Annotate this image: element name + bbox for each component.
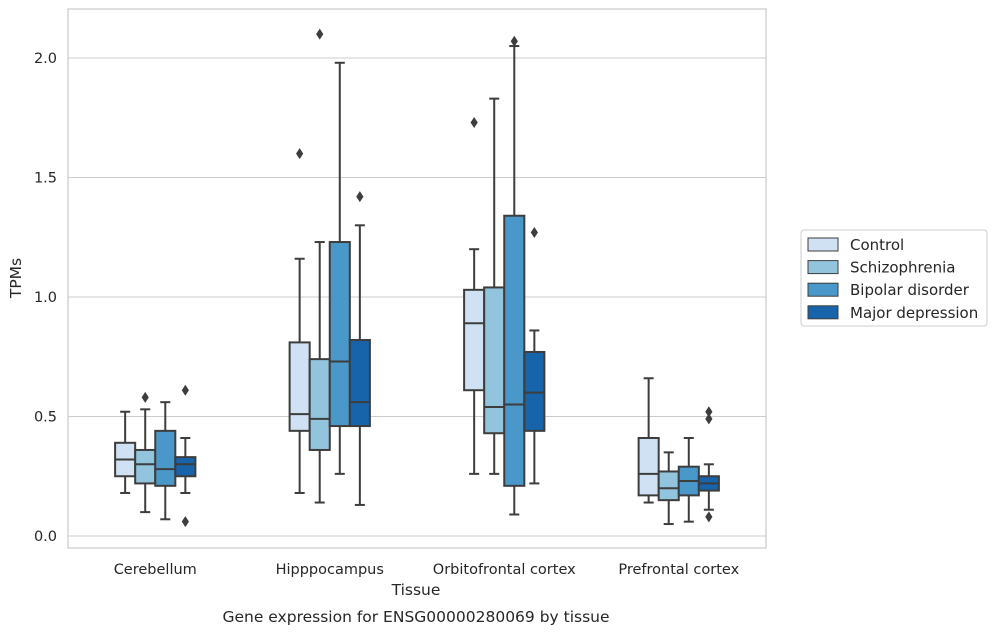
x-tick-label: Cerebellum	[114, 562, 197, 578]
outlier-point	[296, 148, 304, 160]
legend-label: Major depression	[850, 304, 978, 322]
box-major-depression	[697, 406, 720, 523]
x-axis-label: Tissue	[391, 581, 441, 599]
chart-caption: Gene expression for ENSG00000280069 by t…	[222, 608, 609, 626]
box-iqr	[348, 339, 371, 428]
box-control	[288, 148, 311, 494]
box-schizophrenia	[483, 97, 506, 475]
box-iqr	[328, 241, 351, 428]
x-tick-labels: Cerebellum Hipppocampus Orbitofrontal cort…	[114, 562, 740, 578]
legend-swatch	[807, 237, 839, 252]
box-iqr	[134, 448, 157, 485]
box-bipolar-disorder	[154, 401, 177, 521]
outlier-point	[181, 384, 189, 396]
outlier-point	[705, 511, 713, 523]
x-tick-label: Prefrontal cortex	[618, 562, 739, 578]
y-tick-label: 0.0	[34, 529, 57, 545]
box-bipolar-disorder	[677, 437, 700, 523]
outlier-point	[705, 413, 713, 425]
x-tick-label: Orbitofrontal cortex	[433, 562, 576, 578]
y-tick-label: 1.0	[34, 290, 57, 306]
box-iqr	[523, 350, 546, 432]
outlier-point	[356, 191, 364, 203]
box-iqr	[637, 437, 660, 497]
x-tick-label: Hipppocampus	[276, 562, 384, 578]
outlier-point	[141, 391, 149, 403]
box-major-depression	[523, 226, 546, 485]
outlier-point	[181, 516, 189, 528]
box-schizophrenia	[134, 391, 157, 514]
grid-layer	[68, 57, 766, 537]
box-iqr	[308, 358, 331, 451]
box-control	[637, 377, 660, 504]
outlier-point	[705, 406, 713, 418]
legend-label: Control	[850, 236, 904, 254]
legend-frame	[800, 229, 988, 327]
y-tick-labels: 0.0 0.5 1.0 1.5 2.0	[34, 51, 57, 545]
plot-frame	[67, 8, 767, 549]
box-schizophrenia	[308, 28, 331, 504]
box-bipolar-disorder	[328, 61, 351, 475]
legend-swatch	[807, 305, 839, 320]
box-control	[463, 117, 486, 475]
box-control	[114, 410, 137, 494]
outlier-point	[470, 117, 478, 129]
box-layer	[114, 28, 720, 528]
legend-swatch	[807, 282, 839, 297]
box-major-depression	[174, 384, 197, 528]
legend-swatch	[807, 260, 839, 275]
y-axis-label: TPMs	[7, 258, 25, 299]
y-tick-label: 0.5	[34, 410, 57, 426]
outlier-point	[510, 35, 518, 47]
box-iqr	[657, 470, 680, 502]
box-major-depression	[348, 191, 371, 506]
box-iqr	[503, 214, 526, 487]
box-iqr	[483, 286, 506, 435]
box-iqr	[463, 288, 486, 392]
box-bipolar-disorder	[503, 35, 526, 516]
outlier-point	[530, 226, 538, 238]
y-tick-label: 2.0	[34, 51, 57, 67]
legend-label: Bipolar disorder	[850, 281, 970, 299]
box-iqr	[174, 456, 197, 478]
box-schizophrenia	[657, 451, 680, 526]
legend: Control Schizophrenia Bipolar disorder Majo…	[800, 229, 988, 327]
box-iqr	[288, 341, 311, 432]
y-tick-label: 1.5	[34, 171, 57, 187]
outlier-point	[316, 28, 324, 40]
box-iqr	[154, 429, 177, 487]
legend-label: Schizophrenia	[850, 259, 955, 277]
